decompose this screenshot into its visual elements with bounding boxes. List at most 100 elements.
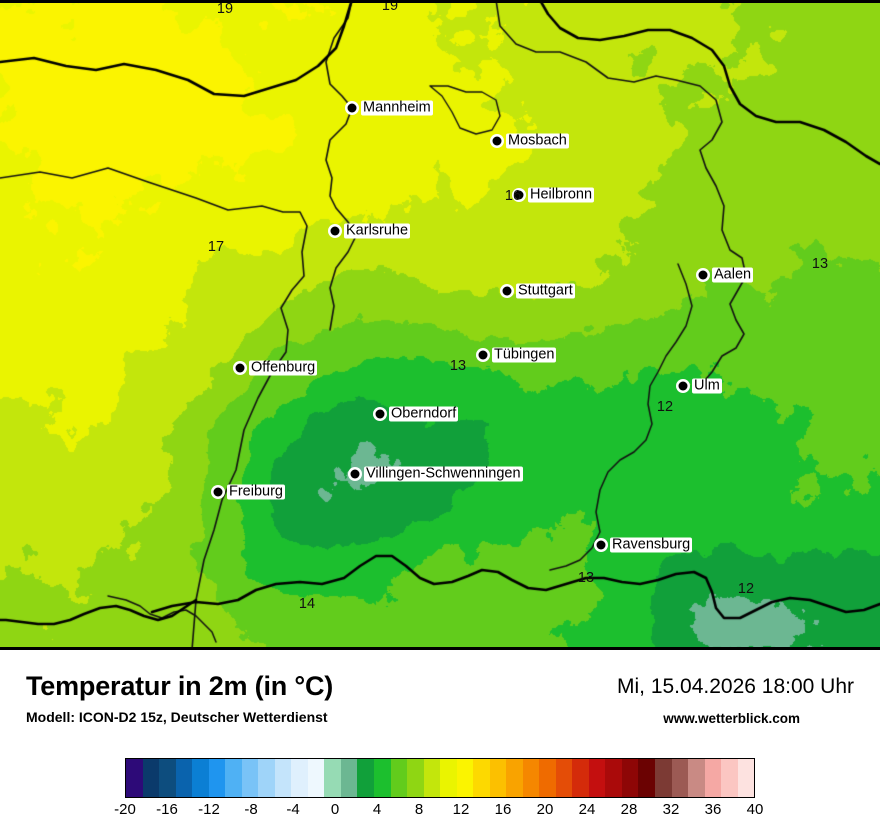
city-label: Karlsruhe xyxy=(344,222,411,239)
temperature-value-label: 13 xyxy=(577,570,595,586)
colorbar-tick: 0 xyxy=(330,801,340,818)
colorbar-swatch xyxy=(721,759,738,797)
city-label: Ravensburg xyxy=(610,536,693,553)
city-label: Offenburg xyxy=(249,359,318,376)
colorbar-swatch xyxy=(241,759,259,797)
colorbar-swatch xyxy=(258,759,275,797)
colorbar-swatch xyxy=(423,759,441,797)
valid-time: Mi, 15.04.2026 18:00 Uhr xyxy=(617,675,854,698)
colorbar-tick: -12 xyxy=(198,801,220,818)
temperature-value-label: 13 xyxy=(449,358,467,374)
colorbar-swatch xyxy=(291,759,308,797)
temperature-value-label: 12 xyxy=(656,399,674,415)
colorbar-swatch xyxy=(373,759,391,797)
colorbar-swatch xyxy=(340,759,358,797)
colorbar-swatch xyxy=(473,759,490,797)
colorbar-tick: 8 xyxy=(414,801,424,818)
colorbar-swatch xyxy=(142,759,160,797)
colorbar-tick: -20 xyxy=(114,801,136,818)
colorbar-swatch xyxy=(671,759,689,797)
city-label: Tübingen xyxy=(492,346,557,363)
colorbar-tick-labels: -20 -16 -12 -8 -4 0 4 8 12 16 20 24 28 32 36 40 xyxy=(114,801,763,825)
colorbar-swatch xyxy=(506,759,523,797)
colorbar-tick: -8 xyxy=(244,801,258,818)
city-dot-icon xyxy=(492,136,502,146)
city-label: Oberndorf xyxy=(389,405,459,422)
city-dot-icon xyxy=(347,103,357,113)
colorbar-swatch xyxy=(572,759,589,797)
colorbar-swatch xyxy=(208,759,226,797)
city-dot-icon xyxy=(213,487,223,497)
temperature-value-label: 13 xyxy=(811,256,829,272)
model-source: Modell: ICON-D2 15z, Deutscher Wetterdie… xyxy=(26,709,328,725)
city-label: Stuttgart xyxy=(516,282,575,299)
city-dot-icon xyxy=(698,270,708,280)
temperature-value-label: 19 xyxy=(216,1,234,17)
colorbar-tick: -16 xyxy=(156,801,178,818)
colorbar-swatch xyxy=(324,759,341,797)
city-dot-icon xyxy=(350,469,360,479)
colorbar-swatch xyxy=(621,759,639,797)
city-label: Mosbach xyxy=(506,132,569,149)
colorbar-legend: -20 -16 -12 -8 -4 0 4 8 12 16 20 24 28 32 36 40 xyxy=(114,758,763,826)
city-dot-icon xyxy=(375,409,385,419)
colorbar-swatch xyxy=(737,759,755,797)
temperature-value-label: 17 xyxy=(207,239,225,255)
city-label: Freiburg xyxy=(227,483,285,500)
colorbar-swatch xyxy=(522,759,540,797)
temperature-value-label: 14 xyxy=(298,596,316,612)
colorbar-swatch xyxy=(274,759,292,797)
colorbar-tick: -4 xyxy=(286,801,300,818)
colorbar-swatch xyxy=(440,759,457,797)
colorbar-swatch xyxy=(456,759,474,797)
colorbar-swatch xyxy=(588,759,606,797)
colorbar-tick: 28 xyxy=(620,801,638,818)
colorbar-tick: 16 xyxy=(494,801,512,818)
colorbar-swatch xyxy=(489,759,507,797)
colorbar-swatch xyxy=(688,759,705,797)
colorbar-tick: 4 xyxy=(372,801,382,818)
city-dot-icon xyxy=(514,190,524,200)
colorbar-swatch xyxy=(655,759,672,797)
city-label: Heilbronn xyxy=(528,186,595,203)
colorbar-tick: 24 xyxy=(578,801,596,818)
colorbar-tick: 20 xyxy=(536,801,554,818)
colorbar-swatch xyxy=(605,759,622,797)
temperature-value-label: 16 xyxy=(504,188,522,204)
city-dot-icon xyxy=(502,286,512,296)
colorbar-tick: 40 xyxy=(746,801,764,818)
colorbar-tick: 32 xyxy=(662,801,680,818)
city-label: Mannheim xyxy=(361,99,433,116)
city-dot-icon xyxy=(235,363,245,373)
colorbar-swatch xyxy=(704,759,722,797)
footer: Temperatur in 2m (in °C) Modell: ICON-D2… xyxy=(0,653,880,830)
city-dot-icon xyxy=(678,381,688,391)
colorbar-swatch xyxy=(638,759,655,797)
map-label-overlay: Mannheim Mosbach Heilbronn Karlsruhe Stuttga… xyxy=(207,0,829,612)
city-label: Aalen xyxy=(712,266,754,283)
temperature-value-label: 12 xyxy=(737,581,755,597)
city-dot-icon xyxy=(330,226,340,236)
colorbar-swatch xyxy=(390,759,408,797)
temperature-map[interactable]: Mannheim Mosbach Heilbronn Karlsruhe Stuttga… xyxy=(0,0,880,650)
colorbar-swatch xyxy=(307,759,325,797)
temperature-value-label: 19 xyxy=(381,0,399,14)
city-dot-icon xyxy=(596,540,606,550)
colorbar-swatch xyxy=(539,759,556,797)
colorbar-swatch xyxy=(407,759,424,797)
colorbar-swatch xyxy=(192,759,209,797)
city-label: Villingen-Schwenningen xyxy=(364,465,523,482)
city-dot-icon xyxy=(478,350,488,360)
city-label: Ulm xyxy=(692,377,722,394)
colorbar-swatch xyxy=(555,759,573,797)
colorbar-swatch xyxy=(357,759,374,797)
page-title: Temperatur in 2m (in °C) xyxy=(26,671,334,701)
colorbar-swatch xyxy=(225,759,242,797)
colorbar-tick: 36 xyxy=(704,801,722,818)
site-url: www.wetterblick.com xyxy=(663,711,800,726)
colorbar-gradient xyxy=(125,758,755,798)
colorbar-swatch xyxy=(159,759,176,797)
colorbar-swatch xyxy=(126,759,143,797)
colorbar-swatch xyxy=(175,759,193,797)
